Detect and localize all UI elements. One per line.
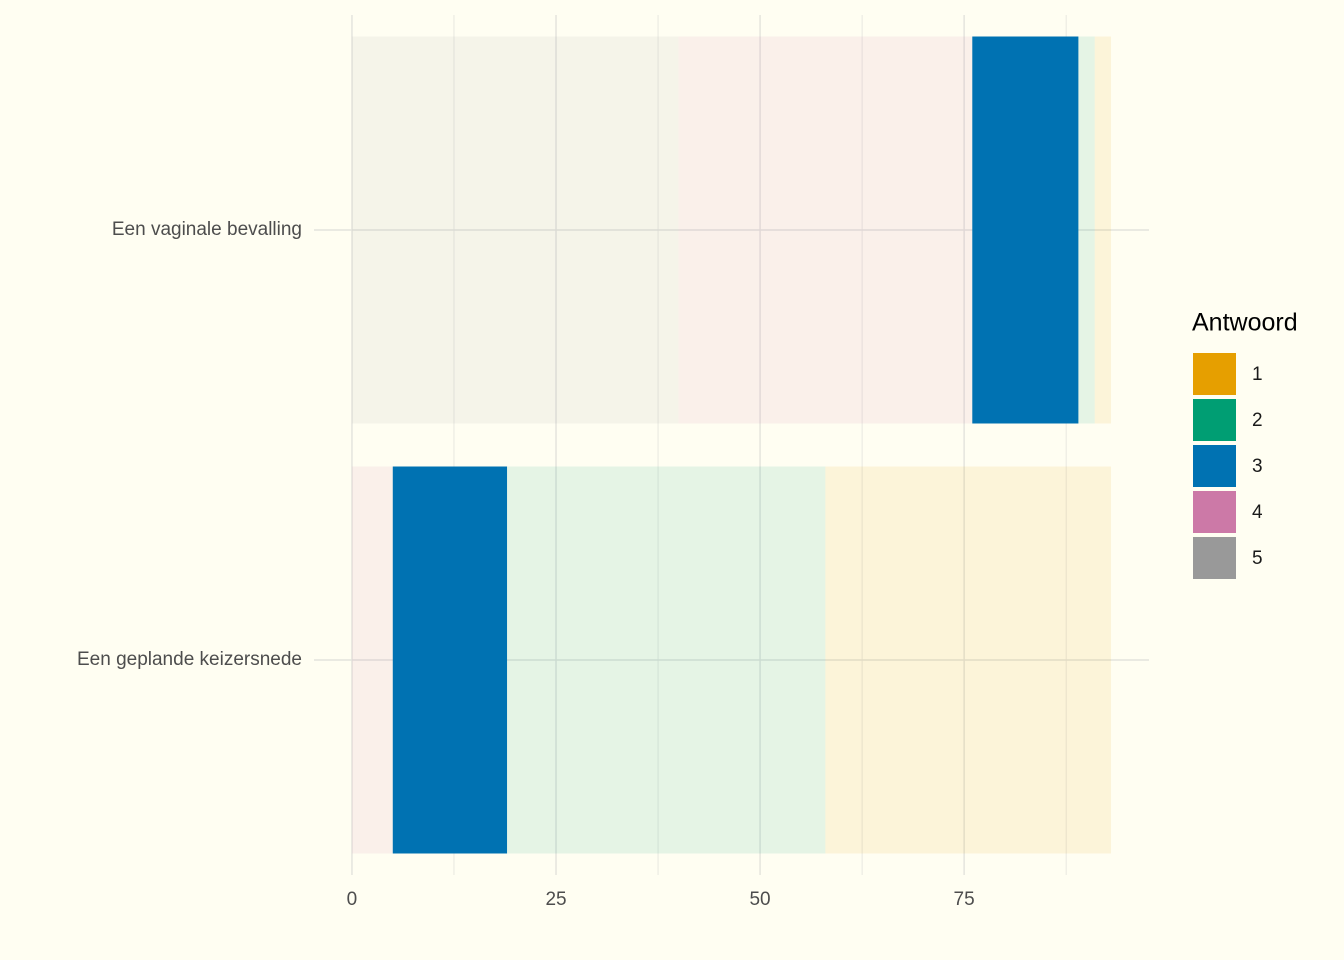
bar-segment (351, 466, 393, 854)
bar-segment (825, 466, 1112, 854)
bar-segment (392, 466, 508, 854)
y-tick-label: Een geplande keizersnede (77, 649, 302, 670)
legend-label: 1 (1252, 364, 1263, 385)
legend-key (1193, 491, 1236, 533)
x-tick-label: 25 (545, 889, 566, 910)
legend-label: 2 (1252, 410, 1263, 431)
bar-segment (1094, 36, 1112, 424)
legend-label: 4 (1252, 502, 1263, 523)
x-tick-label: 0 (347, 889, 358, 910)
bar-segment (678, 36, 973, 424)
x-tick-label: 75 (954, 889, 975, 910)
legend-key (1193, 537, 1236, 579)
legend-key (1193, 353, 1236, 395)
bar-segment (507, 466, 826, 854)
bar-segment (351, 36, 679, 424)
legend-label: 3 (1252, 456, 1263, 477)
y-tick-label: Een vaginale bevalling (112, 219, 302, 240)
bar-segment (972, 36, 1079, 424)
x-tick-label: 50 (749, 889, 770, 910)
legend-key (1193, 445, 1236, 487)
legend-label: 5 (1252, 548, 1263, 569)
bar-segment (1078, 36, 1095, 424)
legend-key (1193, 399, 1236, 441)
legend-title: Antwoord (1192, 309, 1298, 337)
